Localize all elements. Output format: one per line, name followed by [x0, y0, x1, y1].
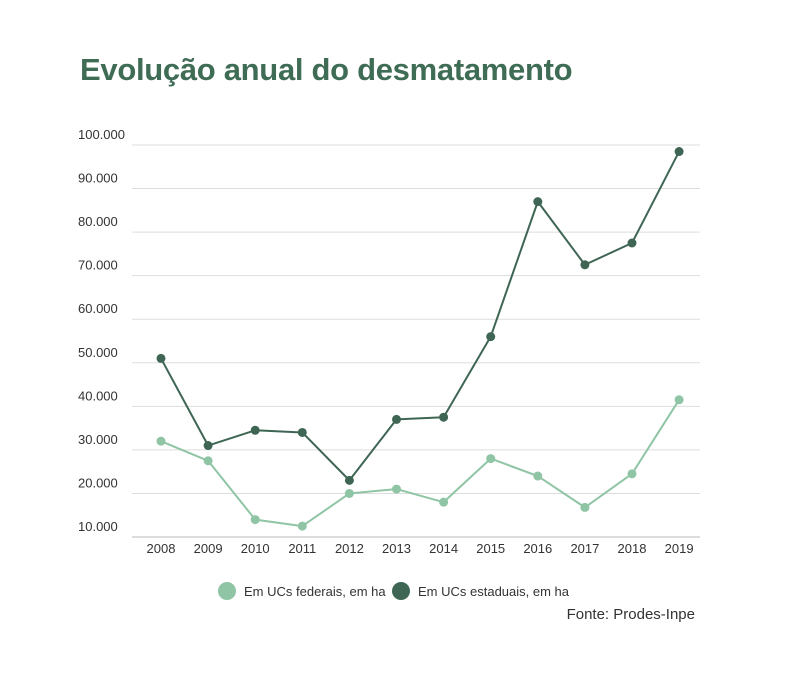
data-point-federal — [580, 502, 590, 512]
x-tick-label: 2018 — [618, 541, 647, 556]
data-point-federal — [250, 515, 260, 525]
legend-item-federal: Em UCs federais, em ha — [218, 582, 386, 600]
data-point-federal — [392, 484, 401, 494]
data-point-estadual — [250, 425, 260, 435]
x-tick-label: 2016 — [523, 541, 552, 556]
data-point-federal — [203, 456, 213, 466]
y-tick-label: 80.000 — [78, 214, 118, 229]
x-tick-label: 2012 — [335, 541, 364, 556]
x-tick-label: 2017 — [570, 541, 599, 556]
data-point-estadual — [674, 147, 684, 157]
x-axis-tick-labels: 2008 2009 2010 2011 2012 2013 2014 2015 2016 2017… — [147, 541, 694, 556]
data-point-estadual — [580, 260, 590, 270]
legend-item-estadual: Em UCs estaduais, em ha — [392, 582, 569, 600]
x-tick-label: 2014 — [429, 541, 458, 556]
y-tick-label: 60.000 — [78, 301, 118, 316]
data-point-estadual — [297, 427, 307, 437]
data-point-federal — [533, 471, 543, 481]
grid-lines — [132, 144, 700, 538]
data-point-federal — [627, 469, 637, 479]
series-line-estadual — [160, 151, 680, 482]
x-tick-label: 2015 — [476, 541, 505, 556]
data-point-federal — [439, 497, 449, 507]
y-tick-label: 30.000 — [78, 432, 118, 447]
data-point-estadual — [533, 197, 543, 207]
y-axis-tick-labels: 100.000 90.000 80.000 70.000 60.000 50.000 40.… — [78, 127, 125, 534]
x-tick-label: 2010 — [241, 541, 270, 556]
legend-federal-label: Em UCs federais, em ha — [244, 583, 386, 599]
data-point-federal — [156, 436, 166, 446]
data-point-federal — [674, 395, 684, 405]
data-point-federal — [344, 488, 354, 498]
chart-title: Evolução anual do desmatamento — [80, 52, 573, 87]
legend-estadual-swatch — [392, 582, 410, 600]
data-point-federal — [486, 454, 496, 464]
y-tick-label: 20.000 — [78, 475, 118, 490]
x-tick-label: 2019 — [665, 541, 694, 556]
x-tick-label: 2013 — [382, 541, 411, 556]
legend-federal-swatch — [218, 582, 236, 600]
x-tick-label: 2009 — [194, 541, 223, 556]
series-line-federal — [160, 399, 680, 528]
data-point-estadual — [627, 238, 637, 248]
y-tick-label: 90.000 — [78, 171, 118, 186]
y-tick-label: 10.000 — [78, 519, 118, 534]
data-point-federal — [297, 521, 307, 531]
data-point-estadual — [344, 475, 354, 485]
data-point-estadual — [439, 412, 449, 422]
data-point-estadual — [392, 414, 401, 424]
data-point-estadual — [156, 353, 166, 363]
y-tick-label: 100.000 — [78, 127, 125, 142]
x-tick-label: 2008 — [147, 541, 176, 556]
x-tick-label: 2011 — [288, 541, 316, 556]
y-tick-label: 50.000 — [78, 345, 118, 360]
y-tick-label: 70.000 — [78, 258, 118, 273]
data-point-estadual — [203, 441, 213, 451]
source-note: Fonte: Prodes-Inpe — [566, 606, 695, 623]
data-points — [156, 147, 684, 531]
y-tick-label: 40.000 — [78, 388, 118, 403]
data-point-estadual — [486, 332, 496, 342]
series-lines — [160, 151, 680, 528]
legend-estadual-label: Em UCs estaduais, em ha — [418, 583, 570, 599]
